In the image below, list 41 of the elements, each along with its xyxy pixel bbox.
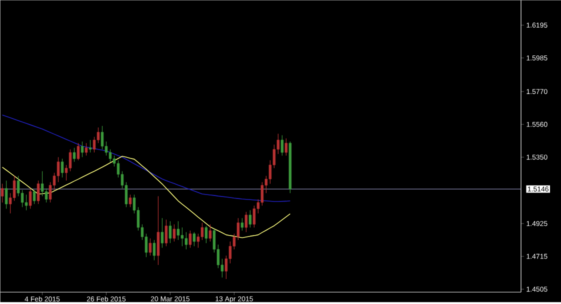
candlestick bbox=[152, 240, 156, 261]
candlestick bbox=[100, 126, 104, 150]
candlestick bbox=[252, 205, 256, 228]
candlestick bbox=[156, 196, 160, 266]
candlestick bbox=[40, 171, 44, 197]
candlestick bbox=[76, 142, 80, 161]
candlestick bbox=[240, 218, 244, 232]
candlestick bbox=[208, 224, 212, 242]
candlestick bbox=[176, 221, 180, 240]
candlestick bbox=[36, 180, 40, 204]
candlestick bbox=[12, 176, 16, 202]
candlestick bbox=[84, 142, 88, 156]
candlestick bbox=[192, 232, 196, 247]
candlestick bbox=[180, 227, 184, 247]
candlestick bbox=[0, 184, 4, 203]
candlestick bbox=[56, 157, 60, 183]
candlestick bbox=[248, 210, 252, 228]
candlestick bbox=[28, 188, 32, 210]
candlestick bbox=[260, 182, 264, 206]
candlestick bbox=[32, 190, 36, 204]
candlestick bbox=[80, 141, 84, 158]
candlestick bbox=[128, 194, 132, 208]
candlestick bbox=[72, 148, 76, 162]
candlestick bbox=[68, 149, 72, 172]
candlestick bbox=[4, 180, 8, 210]
candlestick bbox=[148, 238, 152, 256]
candlestick bbox=[88, 140, 92, 153]
candlestick bbox=[244, 212, 248, 233]
candlestick bbox=[164, 220, 168, 247]
candlestick bbox=[284, 138, 288, 156]
candlestick bbox=[200, 222, 204, 240]
candlestick bbox=[108, 149, 112, 162]
candlestick bbox=[204, 226, 208, 244]
candlestick bbox=[172, 224, 176, 242]
candlestick bbox=[168, 221, 172, 244]
candlestick bbox=[184, 232, 188, 250]
candlestick bbox=[60, 158, 64, 178]
candlestick bbox=[188, 230, 192, 248]
candlestick bbox=[24, 194, 28, 211]
candlestick bbox=[280, 135, 284, 156]
candlestick bbox=[160, 218, 164, 248]
